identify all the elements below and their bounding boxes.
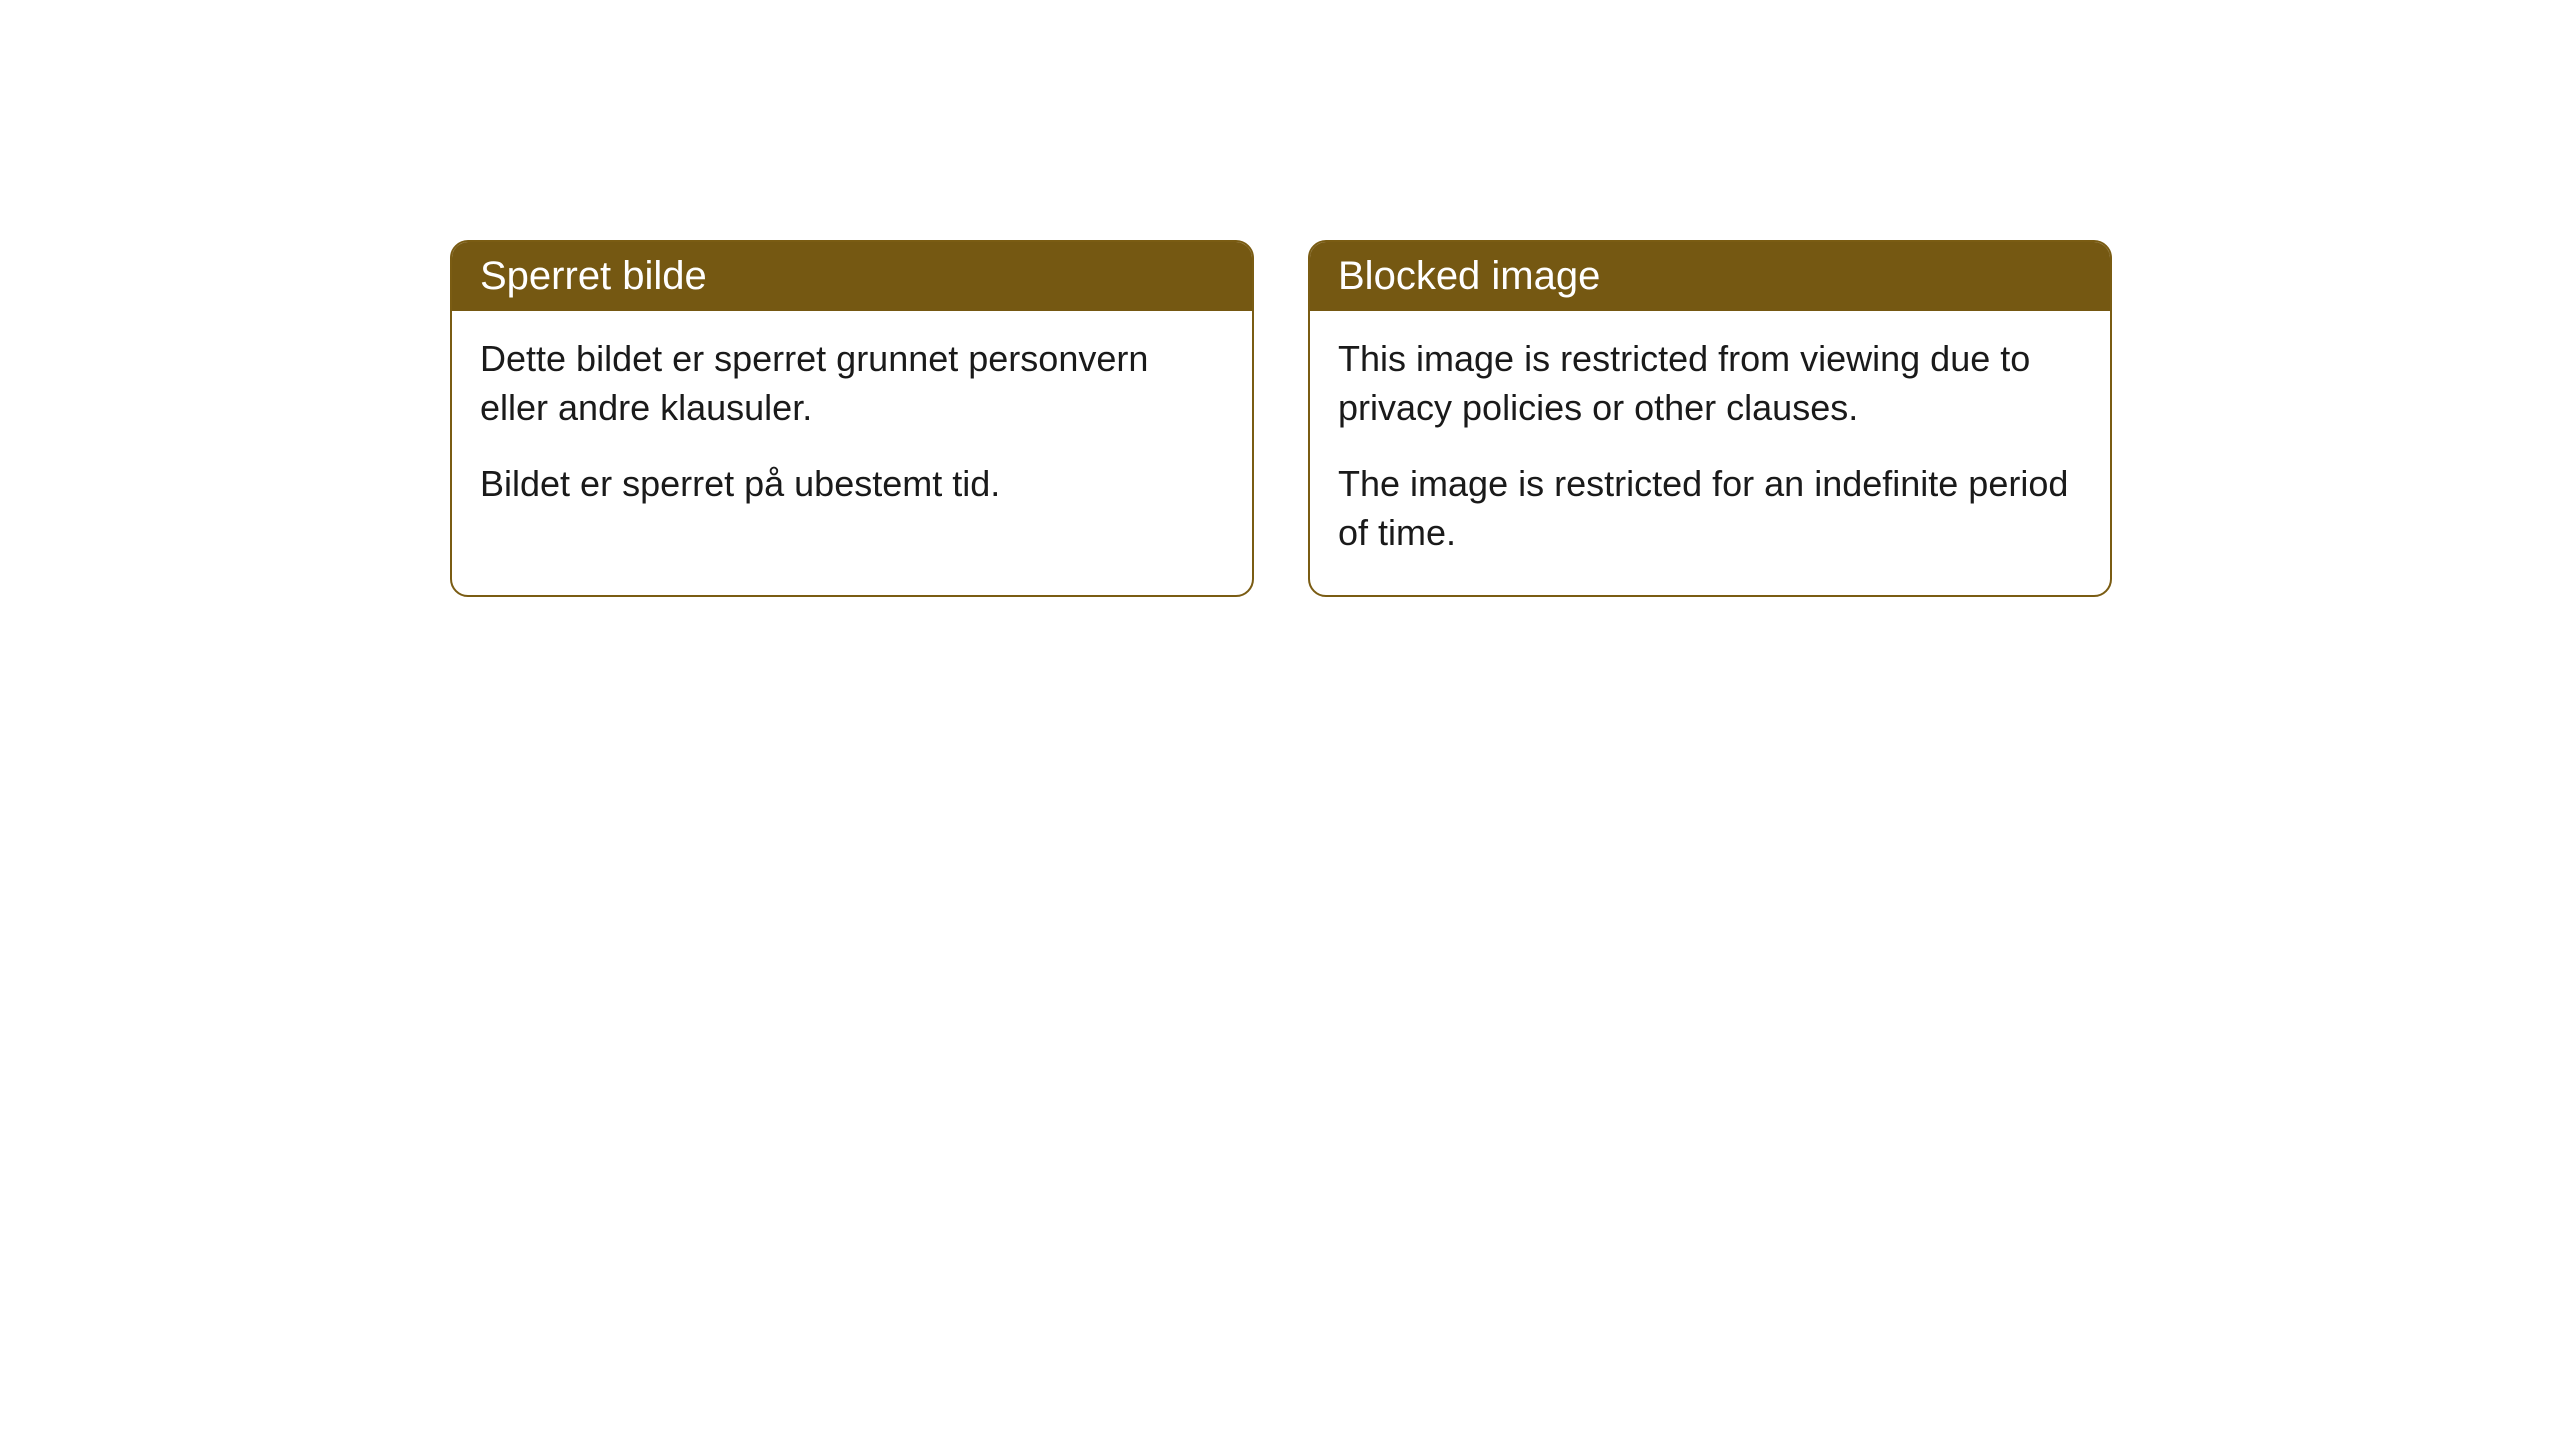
card-body: This image is restricted from viewing du…: [1310, 311, 2110, 595]
card-paragraph-1: Dette bildet er sperret grunnet personve…: [480, 335, 1224, 432]
notice-cards-container: Sperret bilde Dette bildet er sperret gr…: [450, 240, 2560, 597]
card-paragraph-1: This image is restricted from viewing du…: [1338, 335, 2082, 432]
blocked-image-card-english: Blocked image This image is restricted f…: [1308, 240, 2112, 597]
card-paragraph-2: The image is restricted for an indefinit…: [1338, 460, 2082, 557]
card-body: Dette bildet er sperret grunnet personve…: [452, 311, 1252, 547]
card-header: Blocked image: [1310, 242, 2110, 311]
card-header: Sperret bilde: [452, 242, 1252, 311]
blocked-image-card-norwegian: Sperret bilde Dette bildet er sperret gr…: [450, 240, 1254, 597]
card-title: Blocked image: [1338, 254, 1600, 298]
card-paragraph-2: Bildet er sperret på ubestemt tid.: [480, 460, 1224, 509]
card-title: Sperret bilde: [480, 254, 707, 298]
